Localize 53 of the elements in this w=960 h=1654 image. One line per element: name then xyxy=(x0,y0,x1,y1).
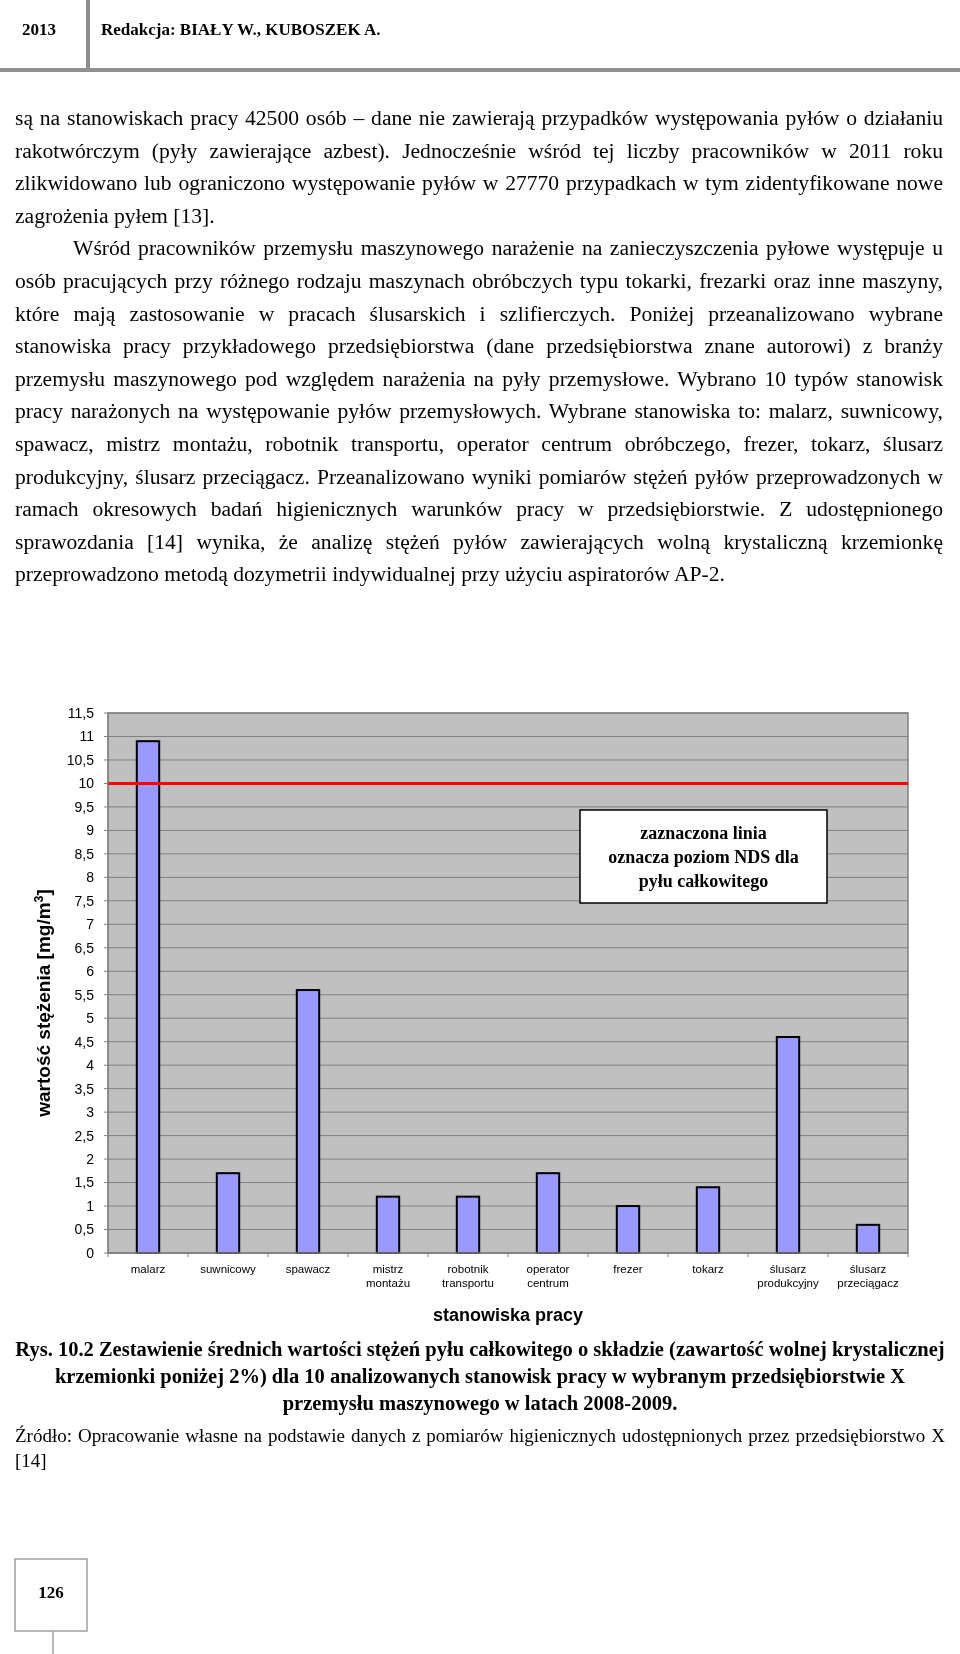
bar xyxy=(135,740,161,1254)
x-tick-label: suwnicowy xyxy=(200,1263,257,1275)
text: Rys. 10.2 Zestawienie średnich wartości stężeń pyłu całkowitego o składzie (zawartość wolnej krystalicznej krzemionki poniżej 2%) dla 10 analizowanych stanowisk pracy w wybranym przedsiębiorstwie X przemysłu maszynowego w latach 2008-2009. xyxy=(14,1337,946,1417)
text: 2013 xyxy=(22,20,56,40)
bar xyxy=(215,1172,241,1254)
x-tick-label: ślusarz przeciągacz xyxy=(837,1263,899,1289)
bar xyxy=(855,1223,881,1254)
bar xyxy=(695,1186,721,1254)
y-tick-label: 3,5 xyxy=(74,1080,95,1097)
bar xyxy=(775,1036,801,1254)
text: Źródło: Opracowanie własne na podstawie danych z pomiarów higienicznych udostępnionych przez przedsiębiorstwo X [14] xyxy=(15,1424,945,1473)
y-tick-label: 11,5 xyxy=(67,704,95,721)
bar xyxy=(375,1195,401,1254)
note-box: zaznaczona linia oznacza poziom NDS dla pyłu całkowitego xyxy=(579,809,828,904)
y-tick-label: 9 xyxy=(86,822,95,839)
text: Redakcja: BIAŁY W., KUBOSZEK A. xyxy=(101,20,381,40)
y-tick-label: 7 xyxy=(86,916,95,933)
y-tick-label: 3 xyxy=(86,1104,95,1121)
bar xyxy=(455,1195,481,1254)
y-tick-label: 7,5 xyxy=(74,892,95,909)
y-tick-label: 2,5 xyxy=(74,1127,95,1144)
y-tick-label: 1 xyxy=(86,1197,95,1214)
y-tick-label: 6,5 xyxy=(74,939,95,956)
y-tick-label: 0 xyxy=(86,1244,95,1261)
y-tick-label: 5 xyxy=(86,1010,95,1027)
text: 126 xyxy=(37,1583,65,1603)
x-tick-label: malarz xyxy=(130,1263,166,1275)
x-tick-label: mistrz montażu xyxy=(365,1263,411,1289)
y-tick-label: 5,5 xyxy=(74,986,95,1003)
text: są na stanowiskach pracy 42500 osób – dane nie zawierają przypadków występowania pyłów o działaniu rakotwórczym (pyły zawierające azbest). Jednocześnie wśród tej liczby pracowników w 2011 roku zlikwidowano lub ograniczono występowanie pyłów w 27770 przypadkach w tym zidentyfikowane nowe zagrożenia pyłem [13]. xyxy=(15,105,943,230)
x-tick-label: spawacz xyxy=(285,1263,331,1275)
x-tick-label: ślusarz produkcyjny xyxy=(757,1263,819,1289)
x-tick-label: operator centrum xyxy=(526,1263,570,1289)
y-tick-label: 0,5 xyxy=(74,1221,95,1238)
y-tick-label: 9,5 xyxy=(74,798,95,815)
y-tick-label: 11 xyxy=(79,728,95,745)
y-tick-label: 10,5 xyxy=(66,751,95,768)
y-tick-label: 10 xyxy=(78,775,95,792)
y-tick-label: 8,5 xyxy=(74,845,95,862)
x-axis-title: stanowiska pracy xyxy=(432,1305,584,1325)
x-tick-label: robotnik transportu xyxy=(442,1263,494,1289)
y-tick-label: 2 xyxy=(86,1150,95,1167)
y-tick-label: 4,5 xyxy=(74,1033,95,1050)
y-tick-label: 4 xyxy=(86,1057,95,1074)
bar xyxy=(295,989,321,1254)
y-tick-label: 8 xyxy=(86,869,95,886)
bar xyxy=(535,1172,561,1254)
bar xyxy=(615,1205,641,1254)
y-tick-label: 6 xyxy=(86,963,95,980)
y-tick-label: 1,5 xyxy=(74,1174,95,1191)
text: Wśród pracowników przemysłu maszynowego narażenie na zanieczyszczenia pyłowe występuje u osób pracujących przy różnego rodzaju maszynach obróbczych typu tokarki, frezarki oraz inne maszyny, które mają zastosowanie w pracach ślusarskich i szlifierczych. Poniżej przeanalizowano wybrane stanowiska pracy przykładowego przedsiębiorstwa (dane przedsiębiorstwa znane autorowi) z branży przemysłu maszynowego pod względem narażenia na pyły przemysłowe. Wybrano 10 typów stanowisk pracy narażonych na występowanie pyłów przemysłowych. Wybrane stanowiska to: malarz, suwnicowy, spawacz, mistrz montażu, robotnik transportu, operator centrum obróbczego, frezer, tokarz, ślusarz produkcyjny, ślusarz przeciągacz. Przeanalizowano wyniki pomiarów stężeń pyłów przeprowadzonych w ramach okresowych badań higienicznych warunków pracy w przedsiębiorstwie. Z udostępnionego sprawozdania [14] wynika, że analizę stężeń pyłów zawierających wolną krystaliczną krzemionkę przeprowadzono metodą dozymetrii indywidualnej przy użyciu aspiratorów AP-2. xyxy=(15,236,943,587)
x-tick-label: tokarz xyxy=(692,1263,724,1275)
x-tick-label: frezer xyxy=(613,1263,643,1275)
